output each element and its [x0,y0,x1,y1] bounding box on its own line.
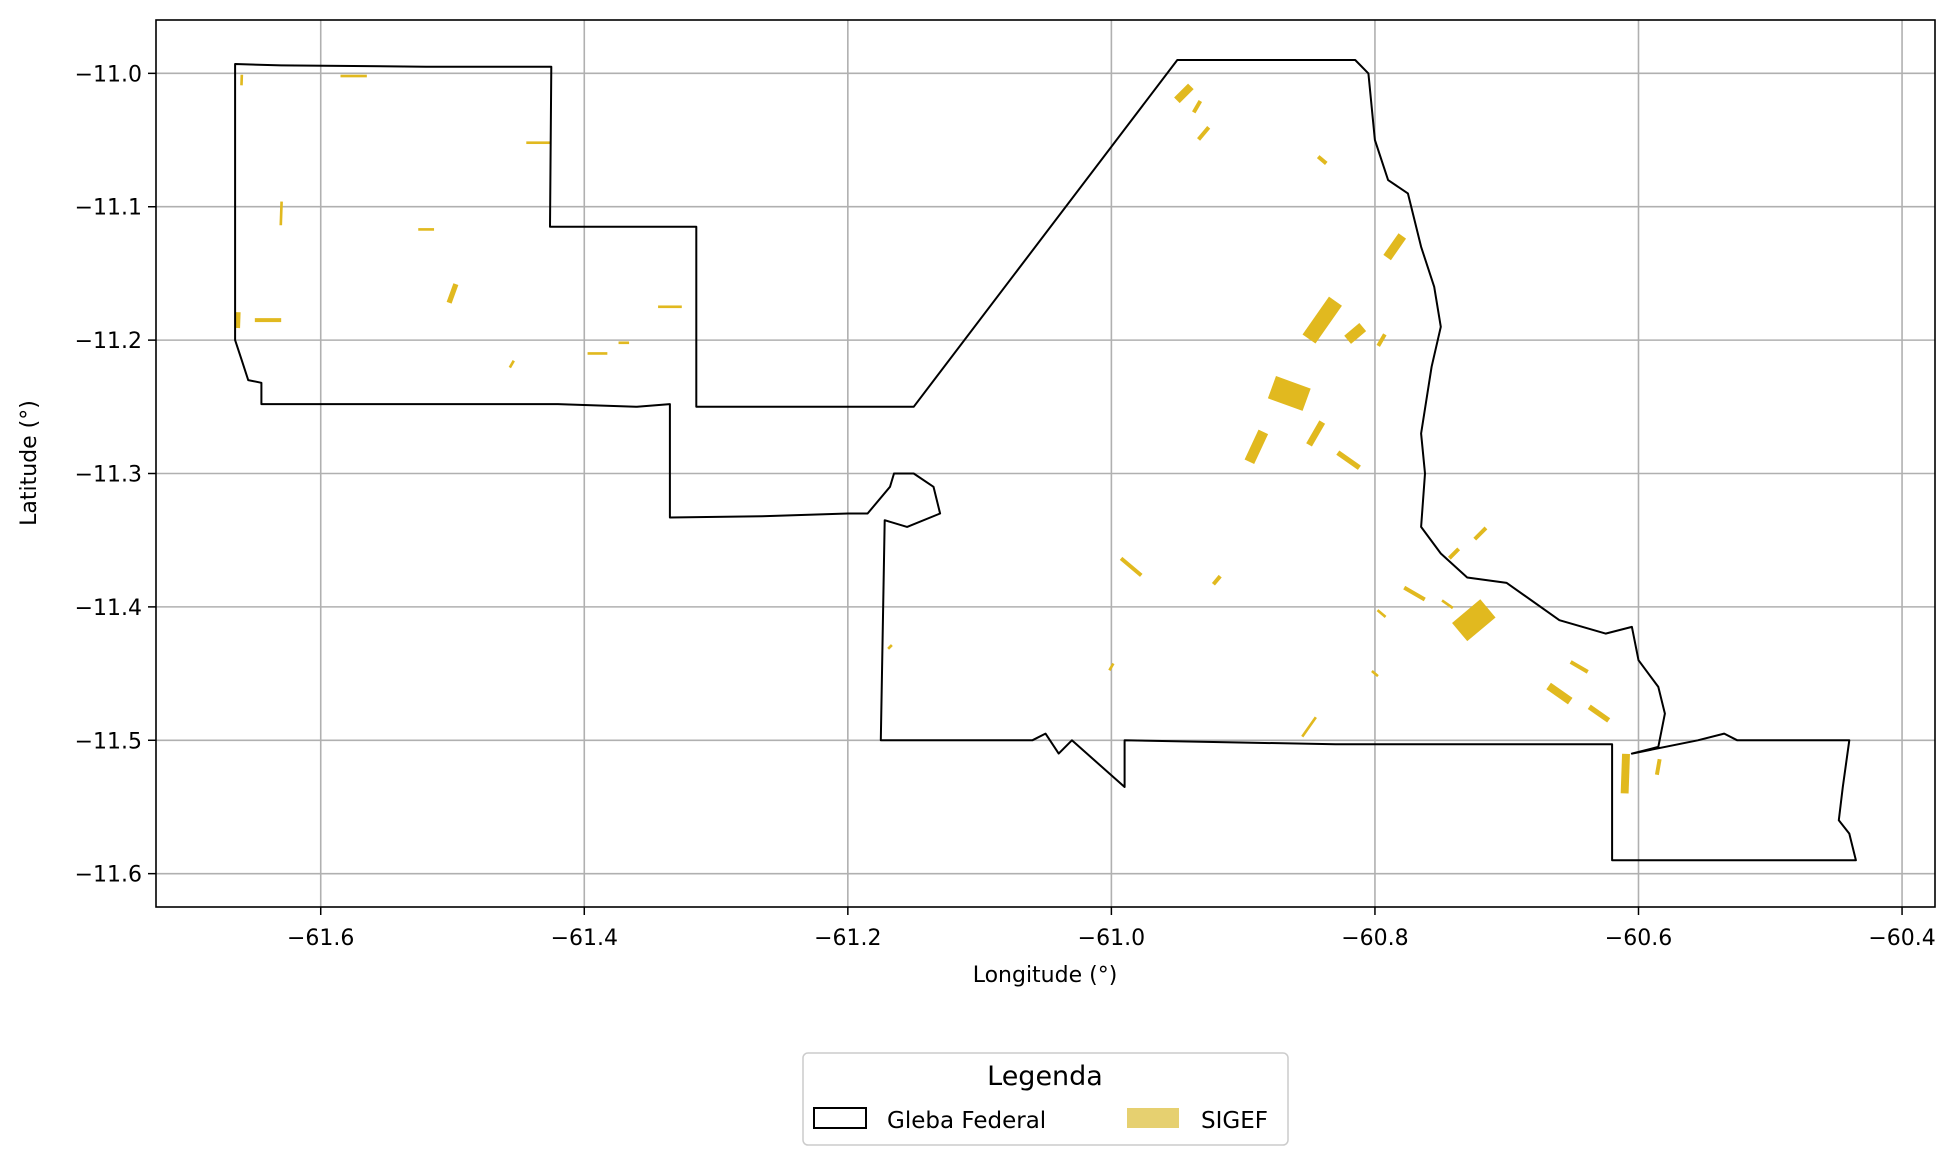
x-tick-label: −60.6 [1605,926,1672,951]
y-tick-label: −11.1 [75,196,142,221]
sigef-parcel [1174,83,1194,104]
sigef-parcel [1452,599,1496,642]
y-axis: −11.0 −11.1 −11.2 −11.3 −11.4 −11.5 −11.6 [75,62,156,888]
sigef-parcel [1119,556,1143,577]
x-tick-label: −60.8 [1341,926,1408,951]
x-tick-label: −60.4 [1868,926,1935,951]
sigef-parcel [234,312,241,329]
sigef-parcel [658,305,682,309]
y-axis-label: Latitude (°) [17,400,42,526]
sigef-parcel [418,228,435,231]
sigef-parcel [1211,574,1222,586]
sigef-parcel [340,74,367,78]
sigef-parcel [1654,758,1662,776]
sigef-parcel [1192,100,1203,114]
x-tick-label: −61.6 [287,926,354,951]
legend-swatch-gleba-federal [813,1107,867,1129]
grid-layer [156,20,1935,907]
x-tick-label: −61.4 [551,926,618,951]
sigef-parcel [254,318,282,323]
sigef-parcel [1587,704,1611,723]
legend-label-gleba-federal: Gleba Federal [887,1108,1046,1134]
sigef-parcel [1316,155,1328,165]
sigef-parcel [1267,376,1311,411]
y-tick-label: −11.5 [75,729,142,754]
sigef-parcel [1620,753,1630,794]
sigef-parcel [1302,296,1342,344]
sigef-parcel [1403,585,1426,602]
sigef-parcel [1244,429,1269,464]
sigef-parcel [618,341,630,345]
sigef-parcel [1306,420,1326,447]
sigef-parcel [446,283,459,304]
sigef-parcel [1441,599,1454,610]
x-tick-label: −61.2 [814,926,881,951]
sigef-parcel [1383,233,1407,261]
legend-title: Legenda [987,1061,1103,1092]
sigef-parcel [1336,450,1361,470]
plot-frame [155,19,1936,908]
y-tick-label: −11.2 [75,329,142,354]
gleba-federal-boundary [234,59,1857,862]
y-tick-label: −11.3 [75,463,142,488]
gleba-layer [234,59,1857,862]
y-tick-label: −11.4 [75,596,142,621]
sigef-parcel [240,74,244,86]
legend-swatch-sigef [1127,1108,1179,1128]
y-tick-label: −11.0 [75,62,142,87]
x-axis-label: Longitude (°) [973,963,1118,988]
sigef-parcel [1197,126,1211,141]
sigef-parcel [1108,662,1115,671]
x-axis: −61.6 −61.4 −61.2 −61.0 −60.8 −60.6 −60.4 [287,907,1936,951]
sigef-parcel [1376,333,1387,347]
x-tick-label: −61.0 [1078,926,1145,951]
sigef-layer [234,74,1662,794]
sigef-parcel [1473,526,1488,541]
legend: Legenda Gleba Federal SIGEF [802,1052,1289,1146]
sigef-parcel [1371,670,1379,678]
sigef-parcel [1546,682,1573,705]
sigef-parcel [508,360,515,369]
sigef-parcel [1344,323,1367,344]
sigef-parcel [1301,716,1317,738]
sigef-parcel [1447,547,1461,560]
sigef-parcel [887,644,893,650]
legend-label-sigef: SIGEF [1201,1108,1268,1134]
sigef-parcel [587,352,608,355]
y-tick-label: −11.6 [75,863,142,888]
sigef-parcel [526,141,551,145]
sigef-parcel [1376,609,1387,618]
sigef-parcel [1569,660,1589,674]
sigef-parcel [279,201,283,226]
